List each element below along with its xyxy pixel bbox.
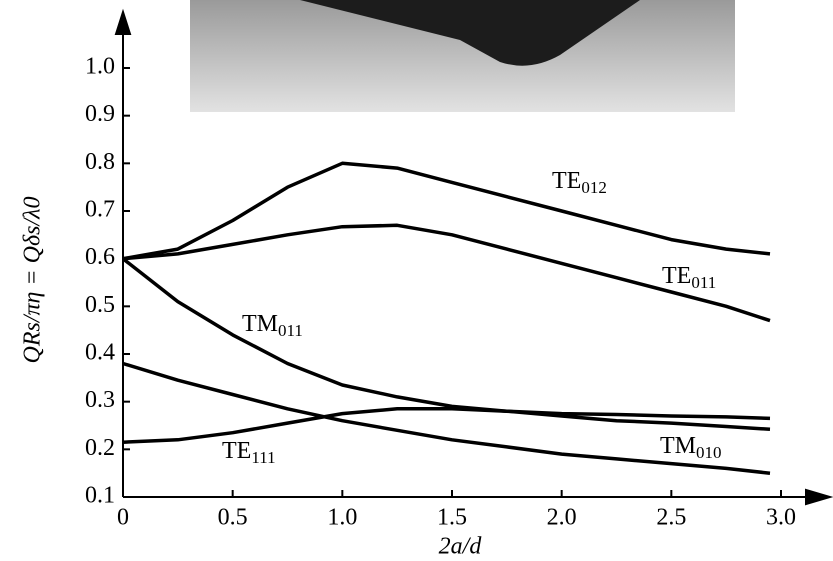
curve-label: TE111 bbox=[222, 438, 276, 467]
curve bbox=[123, 163, 770, 258]
chart: 2a/d QRs/πη = Qδs/λ0 0.1 0.2 0.3 0.4 0.5 0.6 0… bbox=[0, 0, 833, 561]
x-tick-label: 0 bbox=[117, 505, 129, 531]
y-tick-label: 0.1 bbox=[85, 483, 115, 509]
x-axis-label: 2a/d bbox=[439, 534, 483, 560]
curve-label: TE011 bbox=[662, 263, 716, 292]
y-tick-label: 0.3 bbox=[85, 387, 115, 413]
x-tick-label: 1.5 bbox=[437, 505, 467, 531]
y-tick-label: 0.7 bbox=[85, 197, 115, 223]
x-tick-label: 2.5 bbox=[656, 505, 686, 531]
curve-label: TM011 bbox=[242, 311, 303, 340]
y-tick-label: 0.6 bbox=[85, 244, 115, 270]
y-tick-label: 0.9 bbox=[85, 101, 115, 127]
x-tick-label: 3.0 bbox=[766, 505, 796, 531]
x-tick-label: 1.0 bbox=[327, 505, 357, 531]
y-tick-label: 1.0 bbox=[85, 54, 115, 80]
y-tick-label: 0.5 bbox=[85, 292, 115, 318]
x-tick-label: 0.5 bbox=[218, 505, 248, 531]
curve-label: TM010 bbox=[660, 433, 722, 462]
y-tick-label: 0.8 bbox=[85, 149, 115, 175]
x-tick-label: 2.0 bbox=[547, 505, 577, 531]
y-tick-label: 0.2 bbox=[85, 435, 115, 461]
y-axis-label: QRs/πη = Qδs/λ0 bbox=[20, 196, 46, 363]
curve-label: TE012 bbox=[552, 168, 607, 197]
photo bbox=[190, 0, 735, 112]
y-tick-label: 0.4 bbox=[85, 340, 115, 366]
